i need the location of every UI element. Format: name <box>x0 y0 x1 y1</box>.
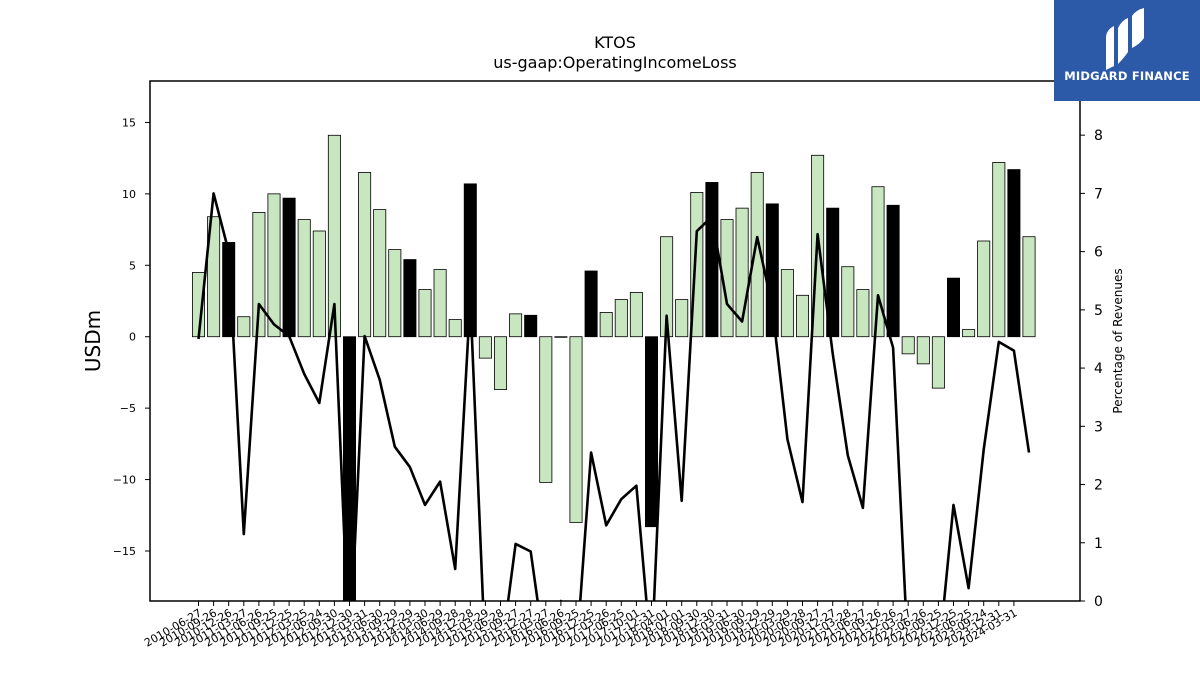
bar <box>765 203 779 338</box>
bar <box>554 336 568 338</box>
y-axis-label: USDm <box>81 310 105 372</box>
bar <box>780 269 794 338</box>
bar <box>856 289 870 338</box>
bar <box>614 299 628 338</box>
bar <box>493 336 507 390</box>
bar <box>463 183 477 338</box>
logo-text: MIDGARD FINANCE <box>1064 69 1190 83</box>
y2-tick-label: 7 <box>1094 186 1103 202</box>
bar <box>297 219 311 338</box>
bar <box>705 182 719 338</box>
bar <box>871 186 885 338</box>
bar <box>237 316 251 338</box>
bar <box>509 313 523 338</box>
bar <box>796 294 810 338</box>
chart-title: KTOS <box>594 33 636 52</box>
y-tick-label: −10 <box>113 474 136 487</box>
bar <box>252 212 266 338</box>
bar <box>282 197 296 338</box>
bar <box>373 209 387 338</box>
y-tick-label: 10 <box>122 188 136 201</box>
bar <box>886 204 900 338</box>
bar <box>327 134 341 338</box>
bar <box>433 269 447 338</box>
bar <box>1022 236 1036 338</box>
y2-tick-label: 5 <box>1094 303 1103 319</box>
bar <box>750 172 764 338</box>
bar <box>584 270 598 338</box>
bar <box>962 329 976 338</box>
y2-tick-label: 2 <box>1094 478 1103 494</box>
y2-tick-label: 6 <box>1094 245 1103 261</box>
bar <box>947 277 961 338</box>
y-tick-label: 15 <box>122 116 136 129</box>
bar <box>931 336 945 389</box>
bar <box>539 336 553 483</box>
bar <box>629 292 643 338</box>
y-tick-label: 0 <box>129 331 136 344</box>
axes: −15−10−50510150123456782010-06-272010-09… <box>113 116 1103 649</box>
plot-frame <box>149 80 1081 602</box>
bar <box>569 336 583 523</box>
bar <box>645 336 659 528</box>
y-tick-label: 5 <box>129 259 136 272</box>
bar <box>977 240 991 338</box>
percentage-line <box>197 192 1031 601</box>
y-tick-label: −5 <box>120 402 136 415</box>
bar <box>992 162 1006 338</box>
bar <box>901 336 915 355</box>
logo-mark-icon <box>1106 8 1144 70</box>
bar <box>916 336 930 365</box>
bar <box>675 299 689 338</box>
bar <box>841 266 855 338</box>
bar <box>267 193 281 338</box>
y2-tick-label: 8 <box>1094 128 1103 144</box>
bar <box>342 336 356 601</box>
y2-tick-label: 3 <box>1094 419 1103 435</box>
bar <box>524 314 538 338</box>
y2-tick-label: 0 <box>1094 594 1103 610</box>
bar <box>207 216 221 338</box>
bar <box>599 312 613 338</box>
bar <box>478 336 492 359</box>
y2-tick-label: 4 <box>1094 361 1103 377</box>
y-tick-label: −15 <box>113 545 136 558</box>
bar <box>358 172 372 338</box>
bar <box>448 319 462 338</box>
bar <box>403 259 417 338</box>
brand-logo: MIDGARD FINANCE <box>1054 0 1200 101</box>
bar <box>312 230 326 338</box>
bar <box>418 289 432 338</box>
bar <box>388 249 402 338</box>
y2-axis-label: Percentage of Revenues <box>1111 268 1125 413</box>
bar <box>1007 169 1021 338</box>
bar <box>826 207 840 338</box>
chart-subtitle: us-gaap:OperatingIncomeLoss <box>493 53 737 72</box>
y2-tick-label: 1 <box>1094 536 1103 552</box>
plot-area <box>191 134 1036 601</box>
